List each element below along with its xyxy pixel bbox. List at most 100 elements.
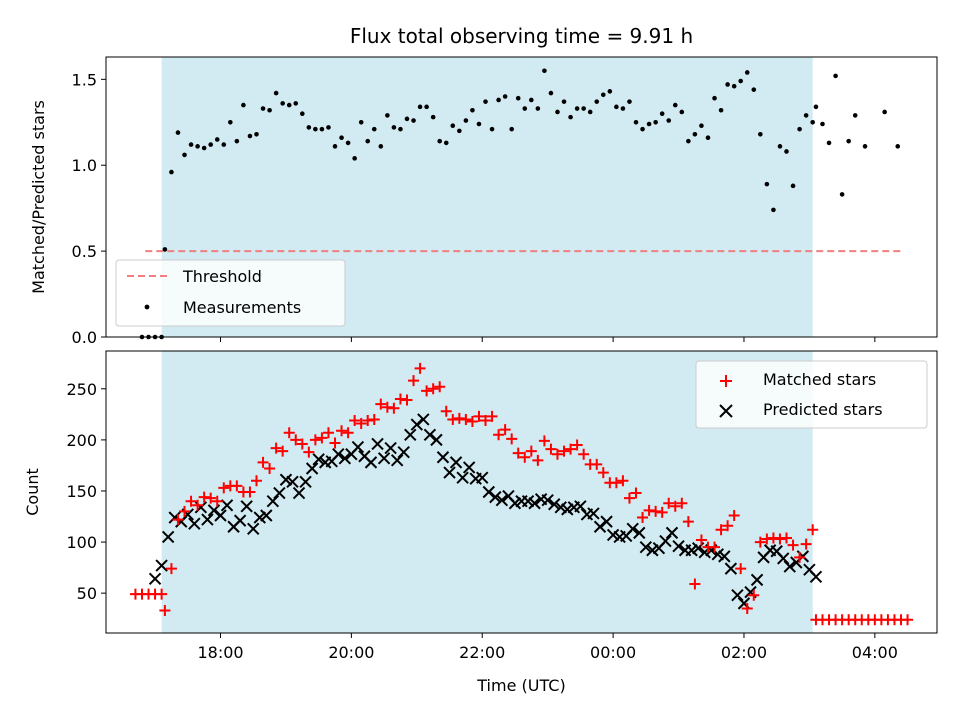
measurement-point xyxy=(385,113,390,118)
predicted-star-point xyxy=(188,517,201,530)
predicted-star-point xyxy=(292,486,306,500)
predicted-star-point xyxy=(397,445,410,459)
measurement-point xyxy=(169,169,174,175)
predicted-star-point xyxy=(220,499,234,512)
measurement-point xyxy=(221,142,227,147)
matched-star-point xyxy=(617,475,629,487)
measurement-point xyxy=(790,183,796,189)
matched-star-point xyxy=(270,442,282,454)
measurement-point xyxy=(201,145,207,151)
predicted-star-point xyxy=(351,440,365,454)
measurement-point xyxy=(699,123,704,129)
measurement-point xyxy=(627,99,632,104)
measurement-point xyxy=(417,104,423,110)
matched-star-point xyxy=(807,524,819,536)
predicted-star-point xyxy=(377,452,391,465)
measurement-point xyxy=(293,101,299,106)
matched-star-point xyxy=(650,505,662,517)
predicted-star-point xyxy=(639,540,653,554)
matched-star-point xyxy=(741,602,753,614)
measurement-point xyxy=(852,113,858,118)
measurement-point xyxy=(692,132,698,137)
matched-star-point xyxy=(597,467,609,479)
measurement-point xyxy=(718,107,724,113)
legend-predicted-swatch xyxy=(719,404,733,418)
measurement-point xyxy=(352,156,357,161)
legend-predicted-label: Predicted stars xyxy=(763,400,883,419)
measurement-point xyxy=(345,140,351,146)
matched-star-point xyxy=(558,445,570,457)
predicted-star-point xyxy=(665,526,679,540)
predicted-star-point xyxy=(587,507,600,520)
matched-star-point xyxy=(761,533,773,545)
measurement-point xyxy=(797,126,802,132)
measurement-point xyxy=(666,118,672,123)
matched-star-point xyxy=(695,534,707,546)
matched-star-point xyxy=(748,589,760,601)
matched-star-point xyxy=(362,414,374,426)
measurement-point xyxy=(339,135,344,141)
count-legend: Matched stars Predicted stars xyxy=(695,360,928,429)
matched-star-point xyxy=(538,435,550,447)
measurement-point xyxy=(175,130,181,135)
measurement-point xyxy=(672,102,678,108)
measurement-point xyxy=(241,102,246,108)
measurement-point xyxy=(489,126,495,132)
matched-star-point xyxy=(277,445,289,457)
ratio-panel-frame xyxy=(105,56,938,338)
predicted-star-point xyxy=(783,560,796,573)
measurement-point xyxy=(188,142,194,147)
measurement-point xyxy=(326,125,331,130)
measurement-point xyxy=(659,111,665,116)
matched-star-point xyxy=(414,362,426,374)
measurement-point xyxy=(686,138,691,144)
measurement-point xyxy=(358,119,364,125)
measurement-point xyxy=(777,144,783,149)
matched-star-point xyxy=(336,425,348,437)
measurement-point xyxy=(784,149,789,154)
measurement-point xyxy=(542,68,547,74)
predicted-star-point xyxy=(384,441,397,455)
matched-star-point xyxy=(591,458,603,470)
y-tick-label: 0.0 xyxy=(72,328,97,347)
measurement-point xyxy=(712,95,717,101)
matched-star-point xyxy=(551,448,563,460)
measurement-point xyxy=(679,109,685,115)
measurement-point xyxy=(228,119,233,125)
measurement-point xyxy=(813,104,819,110)
matched-star-point xyxy=(486,410,498,422)
matched-star-point xyxy=(296,438,308,450)
predicted-star-point xyxy=(718,550,731,563)
matched-star-point xyxy=(250,475,262,487)
predicted-star-point xyxy=(233,514,247,527)
measurement-point xyxy=(247,133,253,139)
measurement-point xyxy=(234,138,240,144)
y-tick-label: 0.5 xyxy=(72,242,97,261)
matched-star-point xyxy=(349,414,361,426)
predicted-star-point xyxy=(593,520,607,533)
matched-star-point xyxy=(434,381,446,393)
matched-star-point xyxy=(198,491,210,503)
predicted-star-point xyxy=(390,454,404,467)
predicted-star-point xyxy=(574,500,587,513)
measurement-point xyxy=(895,144,901,149)
measurement-point xyxy=(515,95,521,101)
matched-star-point xyxy=(663,497,675,509)
matched-star-point xyxy=(669,500,681,512)
matched-star-point xyxy=(787,539,799,551)
predicted-star-point xyxy=(423,428,437,441)
matched-star-point xyxy=(368,413,380,425)
predicted-star-point xyxy=(201,513,214,526)
measurement-point xyxy=(803,113,809,118)
matched-star-point xyxy=(499,424,511,436)
y-tick-label: 250 xyxy=(66,380,97,399)
measurement-point xyxy=(476,121,482,127)
predicted-star-point xyxy=(214,509,227,522)
matched-star-point xyxy=(185,495,197,507)
y-tick-label: 150 xyxy=(66,482,97,501)
matched-star-point xyxy=(453,412,465,424)
measurement-point xyxy=(404,116,410,122)
matched-star-point xyxy=(381,401,393,413)
ratio-marks xyxy=(139,68,902,340)
predicted-star-point xyxy=(430,433,443,447)
